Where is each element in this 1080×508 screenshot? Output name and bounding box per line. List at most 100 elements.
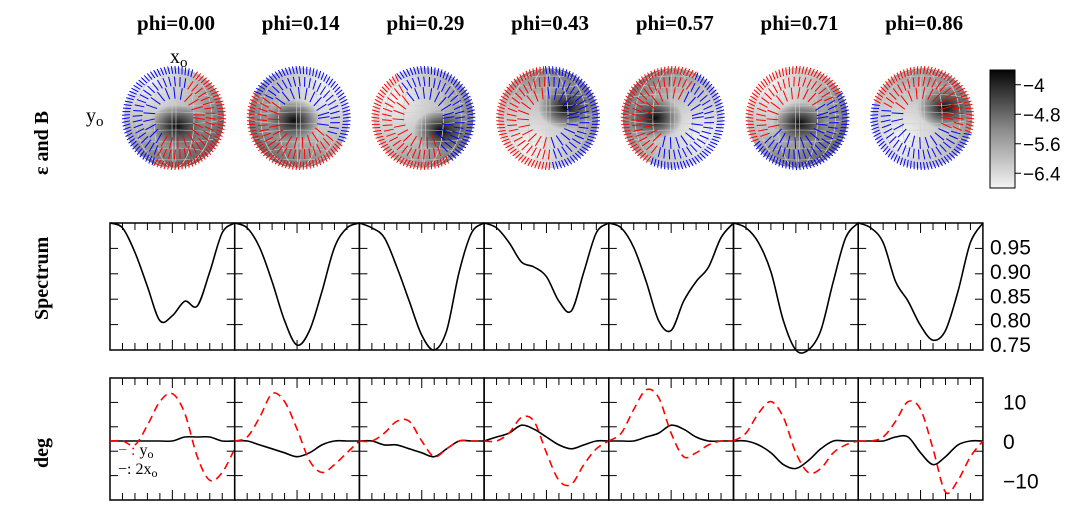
field-vector [892,113,904,114]
spectrum-panel-1 [235,223,360,350]
spectrum-frame [110,223,235,350]
deg-panels [110,378,983,500]
field-vector [247,121,255,122]
field-vector [670,137,671,149]
sphere-1 [247,66,351,170]
spectrum-panel-0 [110,223,235,350]
deg-panel-6 [858,378,983,500]
deg-frame [484,378,609,500]
field-vector [881,110,891,111]
deg-tick-label: −10 [1003,470,1039,493]
deg-y-ticks: 100−10 [1003,392,1039,494]
deg-yo-line-2 [359,419,484,457]
sphere-6 [870,66,974,170]
spectrum-panels [110,223,983,353]
deg-tick-label: 0 [1003,431,1015,454]
deg-yo-line-3 [484,416,609,485]
spectrum-tick-label: 0.80 [990,310,1031,333]
spectrum-frame [734,223,859,350]
axis-label-y: yo [86,105,104,130]
field-vector [920,137,921,149]
spectrum-line-6 [858,223,983,340]
field-vector [372,121,380,122]
phase-title-1: phi=0.14 [262,11,340,35]
row-label-magnetic: ε and B [31,111,53,175]
deg-yo-line-5 [734,402,859,474]
deg-yo-line-6 [858,401,983,494]
deg-2xo-line-2 [359,440,484,456]
deg-2xo-line-5 [734,440,859,468]
colorbar-tick-label: −5.6 [1023,135,1061,156]
deg-2xo-line-1 [235,441,360,457]
spectrum-frame [359,223,484,350]
deg-yo-line-1 [235,393,360,473]
sphere-5 [746,66,850,170]
field-vector [218,115,226,116]
colorbar-gradient [990,70,1015,188]
spectrum-panel-4 [609,223,734,350]
field-vector [632,125,642,126]
field-vector [507,125,517,126]
sphere-maps [122,66,974,170]
row-label-deg: deg [31,438,53,468]
field-vector [746,121,754,122]
field-vector [258,125,268,126]
field-vector [122,115,130,116]
deg-yo-line-4 [609,389,734,458]
deg-panel-1 [235,378,360,500]
deg-frame [734,378,859,500]
deg-2xo-line-3 [484,425,609,449]
spectrum-panel-5 [734,223,859,353]
field-vector [795,137,796,149]
colorbar-tick-label: −4 [1023,76,1045,97]
field-vector [496,121,504,122]
spectrum-line-2 [359,223,484,350]
spectrum-line-0 [110,223,235,322]
deg-2xo-line-0 [110,437,235,442]
deg-panel-3 [484,378,609,500]
field-vector [870,115,878,116]
colorbar: −4−4.8−5.6−6.4 [990,70,1061,188]
sphere-3 [496,66,600,170]
spectrum-tick-label: 0.85 [990,285,1031,308]
deg-frame [609,378,734,500]
phase-title-2: phi=0.29 [386,11,464,35]
phase-title-3: phi=0.43 [511,11,589,35]
deg-frame [858,378,983,500]
field-vector [383,125,393,126]
phase-title-6: phi=0.86 [885,11,963,35]
field-vector [757,125,767,126]
spectrum-tick-label: 0.95 [990,236,1031,259]
deg-panel-4 [609,378,734,500]
field-vector [143,113,155,114]
spectrum-line-3 [484,223,609,312]
field-vector [621,121,629,122]
row-label-spectrum: Spectrum [31,236,53,320]
colorbar-ticks: −4−4.8−5.6−6.4 [1015,76,1061,186]
spectrum-frame [484,223,609,350]
spectrum-panel-3 [484,223,609,350]
spectrum-y-ticks: 0.950.900.850.800.75 [990,236,1031,357]
phase-title-5: phi=0.71 [761,11,839,35]
spectrum-line-1 [235,223,360,345]
spectrum-line-4 [609,223,734,331]
spectrum-tick-label: 0.75 [990,334,1031,357]
sphere-4 [621,66,725,170]
deg-panel-2 [359,378,484,500]
legend-2xo: −:2xo [118,461,157,480]
spectrum-frame [858,223,983,350]
deg-panel-5 [734,378,859,500]
deg-frame [359,378,484,500]
field-vector [842,121,850,122]
phase-title-0: phi=0.00 [137,11,215,35]
colorbar-tick-label: −6.4 [1023,164,1061,185]
field-vector [467,121,475,122]
spectrum-line-5 [734,223,859,353]
spectrum-panel-6 [858,223,983,350]
field-vector [717,121,725,122]
sphere-2 [371,66,475,170]
field-vector [343,121,351,122]
phase-title-4: phi=0.57 [636,11,714,35]
spectrum-tick-label: 0.90 [990,261,1031,284]
